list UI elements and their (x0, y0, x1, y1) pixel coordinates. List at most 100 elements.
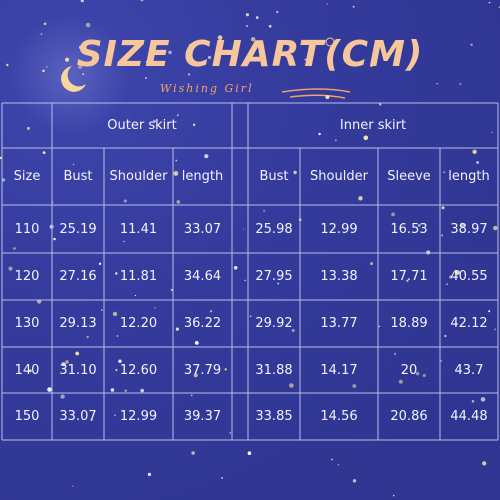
star (190, 394, 193, 397)
star (192, 123, 196, 127)
star (114, 414, 116, 417)
star (289, 383, 294, 388)
star (116, 335, 119, 337)
star (449, 275, 453, 279)
table-cell: 27.95 (255, 269, 293, 284)
column-header: Size (13, 169, 41, 184)
sun-doodle (325, 37, 335, 47)
star (443, 171, 446, 174)
star (175, 327, 179, 331)
star (243, 228, 245, 230)
star (176, 114, 179, 117)
table-cell: 33.07 (59, 409, 97, 424)
star (140, 388, 144, 393)
table-cell: 36.22 (183, 316, 222, 331)
star (72, 163, 75, 166)
star (480, 397, 486, 402)
table-cell: 18.89 (390, 316, 428, 331)
star (331, 458, 333, 461)
star (217, 35, 223, 41)
table-cell: 12.99 (320, 221, 358, 237)
title: SIZE CHART(CM) (76, 34, 424, 75)
star (80, 0, 84, 3)
table-cell: 20 (400, 362, 418, 378)
star (263, 210, 265, 212)
table-cell: 120 (14, 269, 40, 284)
star (60, 394, 65, 399)
star (370, 64, 373, 67)
table-cell: 34.64 (183, 269, 222, 284)
star (90, 418, 93, 421)
table-cell: 43.7 (454, 362, 484, 378)
star (318, 132, 321, 136)
star (245, 24, 249, 28)
table-cell: 17.71 (390, 269, 428, 284)
star (72, 485, 74, 487)
star (42, 151, 46, 155)
star (304, 58, 307, 61)
star (436, 83, 438, 85)
star (118, 359, 122, 363)
flourish (281, 88, 351, 99)
star (370, 262, 374, 266)
star (379, 103, 382, 106)
table-cell: 130 (14, 316, 40, 331)
group-header: Outer skirt (107, 118, 177, 133)
star (398, 379, 403, 384)
star (53, 237, 56, 241)
star (422, 373, 426, 378)
column-header: Bust (259, 169, 289, 184)
star (293, 170, 297, 175)
table-cell: 27.16 (59, 269, 97, 284)
star (110, 388, 115, 392)
star (352, 479, 357, 483)
table-cell: 11.81 (119, 269, 158, 284)
star (470, 43, 473, 46)
table-cell: 13.77 (320, 316, 358, 331)
star (6, 63, 9, 67)
table-cell: 12.99 (119, 409, 158, 424)
star (101, 309, 103, 311)
table-cell: 31.10 (59, 362, 97, 378)
group-header: Inner skirt (339, 118, 407, 133)
star (326, 3, 328, 5)
star (82, 73, 85, 76)
star (8, 266, 13, 271)
star (61, 362, 66, 367)
star (446, 283, 448, 286)
star (188, 43, 192, 47)
star (472, 149, 477, 154)
star (1, 178, 6, 182)
star (276, 10, 279, 14)
star (325, 95, 330, 100)
table-cell: 12.20 (119, 316, 158, 331)
star (40, 33, 43, 36)
star (78, 64, 83, 69)
column-header: Bust (63, 169, 93, 184)
star (28, 369, 32, 373)
table-cell: 140 (14, 362, 40, 378)
star (124, 389, 127, 392)
table-cell: 39.37 (183, 409, 222, 424)
subtitle: Wishing Girl (160, 82, 254, 95)
star (115, 272, 118, 275)
table-cell: 29.13 (59, 316, 97, 331)
table-cell: 37.79 (183, 362, 222, 378)
star (352, 384, 357, 388)
table-cell: 110 (14, 221, 40, 237)
moon (61, 66, 86, 92)
star (488, 1, 491, 4)
star (394, 352, 397, 355)
star (493, 225, 498, 231)
table-cell: 38.97 (450, 221, 488, 237)
star (441, 206, 445, 210)
star (207, 55, 212, 60)
star (193, 373, 198, 378)
star (147, 472, 152, 477)
star (42, 69, 45, 73)
star (134, 294, 136, 297)
star (176, 200, 181, 204)
star (337, 463, 340, 466)
table-cell: 150 (14, 409, 40, 424)
star (224, 368, 227, 371)
